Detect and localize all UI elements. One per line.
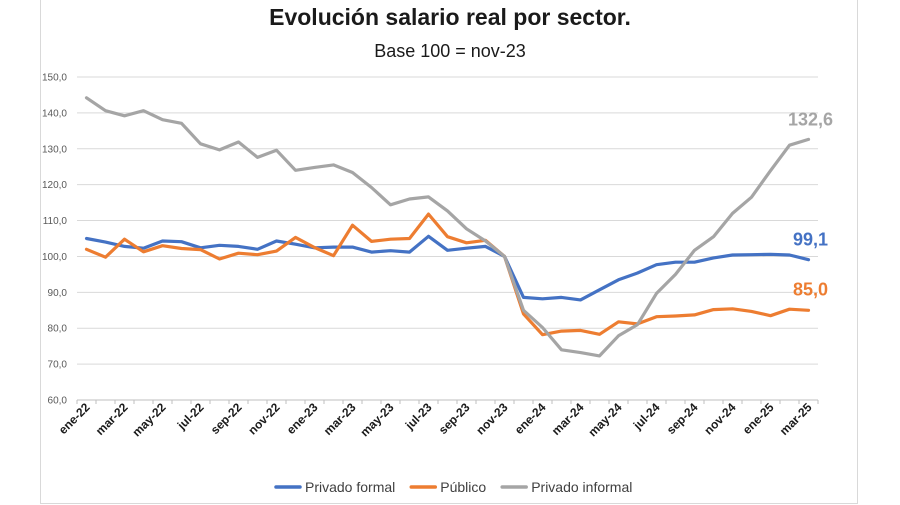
x-tick-label: ene-23	[284, 400, 321, 437]
y-tick-label: 150,0	[42, 73, 67, 84]
grid-lines	[77, 76, 818, 401]
series-line-privado-informal	[84, 96, 811, 358]
x-tick-label: sep-22	[208, 400, 245, 437]
series-line-p-blico	[84, 212, 811, 337]
x-tick-label: mar-24	[549, 400, 587, 438]
x-tick-label: mar-25	[777, 400, 815, 438]
y-tick-label: 90,0	[48, 288, 68, 299]
y-tick-label: 80,0	[48, 324, 68, 335]
y-tick-label: 130,0	[42, 144, 67, 155]
x-tick-label: nov-24	[701, 400, 738, 437]
y-tick-label: 140,0	[42, 108, 67, 119]
y-tick-label: 110,0	[43, 216, 68, 227]
chart-subtitle: Base 100 = nov-23	[374, 41, 526, 61]
y-axis: 60,0 70,0 80,0 90,0 100,0 110,0 120,0 130,0 140,…	[42, 73, 67, 407]
x-tick-label: jul-23	[402, 400, 435, 433]
chart-frame	[40, 0, 858, 504]
x-tick-label: may-22	[129, 400, 168, 439]
y-tick-label: 70,0	[48, 360, 68, 371]
x-tick-label: mar-22	[93, 400, 131, 438]
x-tick-label: may-24	[585, 400, 624, 439]
chart-title: Evolución salario real por sector.	[269, 4, 631, 30]
x-tick-label: nov-23	[473, 400, 510, 437]
series-lines	[84, 96, 811, 358]
series-line-privado-formal	[84, 234, 811, 302]
x-tick-label: jul-22	[174, 400, 207, 433]
x-tick-label: ene-25	[740, 400, 777, 437]
x-tick-label: sep-24	[664, 400, 701, 437]
x-tick-label: sep-23	[436, 400, 473, 437]
legend-label: Público	[440, 479, 486, 495]
x-tick-label: may-23	[357, 400, 396, 439]
end-value-label: 99,1	[793, 230, 828, 250]
x-tick-label: jul-24	[630, 400, 663, 433]
end-value-label: 132,6	[788, 109, 833, 129]
x-tick-label: mar-23	[321, 400, 359, 438]
x-tick-label: ene-24	[512, 400, 549, 437]
y-tick-label: 100,0	[42, 252, 67, 263]
end-labels: 99,1 85,0 132,6	[788, 109, 833, 299]
end-value-label: 85,0	[793, 279, 828, 299]
x-tick-label: nov-22	[245, 400, 282, 437]
y-tick-label: 120,0	[42, 180, 67, 191]
y-tick-label: 60,0	[48, 396, 68, 407]
legend-label: Privado formal	[305, 479, 395, 495]
legend-label: Privado informal	[531, 479, 632, 495]
legend: Privado formal Público Privado informal	[274, 479, 632, 495]
